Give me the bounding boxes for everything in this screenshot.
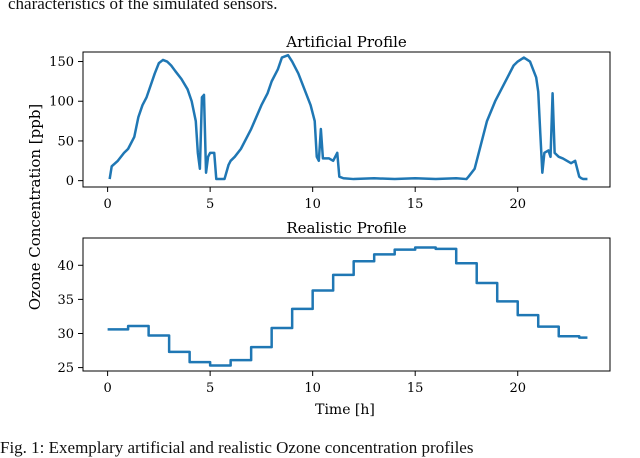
x-tick-label: 15 [407,381,424,396]
y-tick-label: 150 [49,55,74,70]
x-tick-label: 0 [103,381,111,396]
chart-title: Realistic Profile [286,219,406,237]
y-tick-label: 100 [49,95,74,110]
x-tick-label: 10 [304,381,321,396]
x-tick-label: 15 [407,197,424,212]
realistic-profile-chart: Realistic Profile 0 5 10 15 20 25 30 35 40 [57,219,611,396]
x-axis-label: Time [h] [315,402,375,418]
y-tick-label: 40 [57,259,74,274]
artificial-profile-chart: Artificial Profile 0 5 10 15 20 0 50 100 150 [49,33,611,212]
x-tick-label: 20 [509,197,526,212]
plot-frame [82,51,611,188]
series-line [108,53,588,181]
y-tick-label: 35 [57,293,74,308]
x-tick-label: 20 [509,381,526,396]
plot-frame [82,237,611,372]
y-tick-label: 25 [57,361,74,376]
x-tick-label: 10 [304,197,321,212]
chart-title: Artificial Profile [285,33,407,51]
caption-bottom-text: Fig. 1: Exemplary artificial and realist… [0,438,474,457]
y-tick-label: 30 [57,327,74,342]
series-line [107,246,588,367]
y-tick-label: 0 [66,174,74,189]
x-tick-label: 5 [206,197,214,212]
y-axis-label: Ozone Concentration [ppb] [26,104,44,311]
y-tick-label: 50 [57,134,74,149]
x-tick-label: 0 [103,197,111,212]
caption-top-text: characteristics of the simulated sensors… [8,0,278,13]
x-tick-label: 5 [206,381,214,396]
